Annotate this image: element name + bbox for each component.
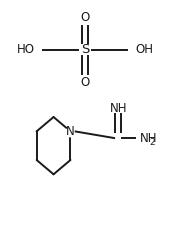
Text: O: O (80, 76, 90, 89)
Text: HO: HO (16, 43, 35, 56)
Text: S: S (81, 43, 89, 56)
Text: OH: OH (135, 43, 154, 56)
Text: N: N (66, 125, 75, 138)
Text: 2: 2 (149, 138, 155, 147)
Text: O: O (80, 11, 90, 24)
Text: NH: NH (109, 102, 127, 115)
Text: NH: NH (140, 132, 158, 145)
